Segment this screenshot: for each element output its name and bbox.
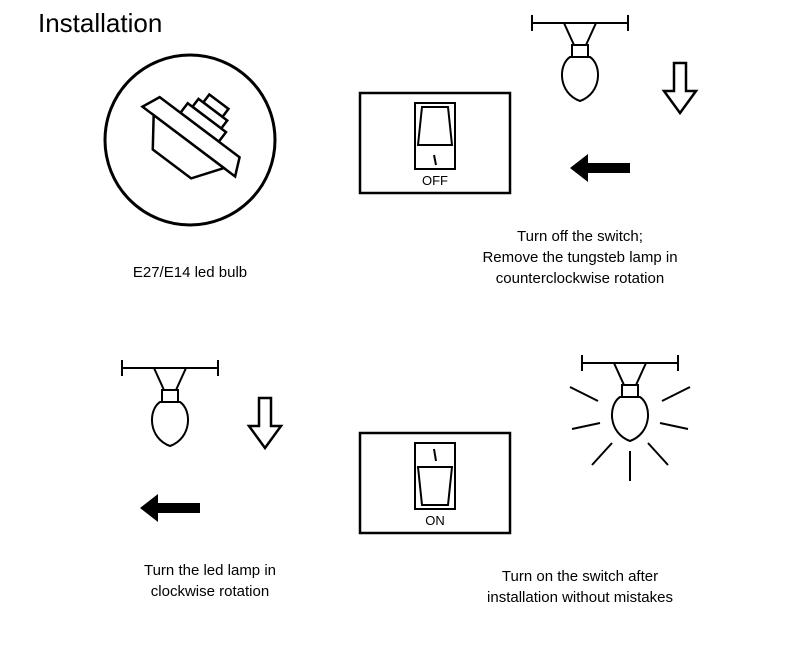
down-arrow-icon: [664, 63, 696, 113]
page-title: Installation: [38, 8, 162, 39]
ceiling-bulb-lit-icon: [570, 355, 690, 481]
caption-top-right: Turn off the switch; Remove the tungsteb…: [350, 226, 770, 289]
left-arrow-icon: [570, 154, 630, 182]
install-bulb-diagram: [60, 348, 340, 538]
panel-top-right: OFF Turn off the switch; Remove the tung…: [350, 8, 770, 289]
down-arrow-icon: [249, 398, 281, 448]
switch-off-diagram: OFF: [350, 8, 770, 218]
panel-bottom-right: ON Turn on the switch after installation…: [350, 348, 770, 608]
switch-off-label: OFF: [422, 173, 448, 188]
switch-on-diagram: ON: [350, 348, 770, 558]
switch-off-icon: OFF: [360, 93, 510, 193]
switch-on-icon: ON: [360, 433, 510, 533]
panel-top-left: E27/E14 led bulb: [60, 40, 320, 283]
panel-bottom-left: Turn the led lamp in clockwise rotation: [60, 348, 360, 602]
switch-on-label: ON: [425, 513, 445, 528]
caption-bottom-left: Turn the led lamp in clockwise rotation: [60, 560, 360, 602]
ceiling-bulb-icon: [122, 360, 218, 446]
caption-bottom-right: Turn on the switch after installation wi…: [350, 566, 770, 608]
left-arrow-icon: [140, 494, 200, 522]
ceiling-bulb-icon: [532, 15, 628, 101]
caption-top-left: E27/E14 led bulb: [60, 262, 320, 283]
bulb-in-circle-icon: [90, 40, 290, 240]
